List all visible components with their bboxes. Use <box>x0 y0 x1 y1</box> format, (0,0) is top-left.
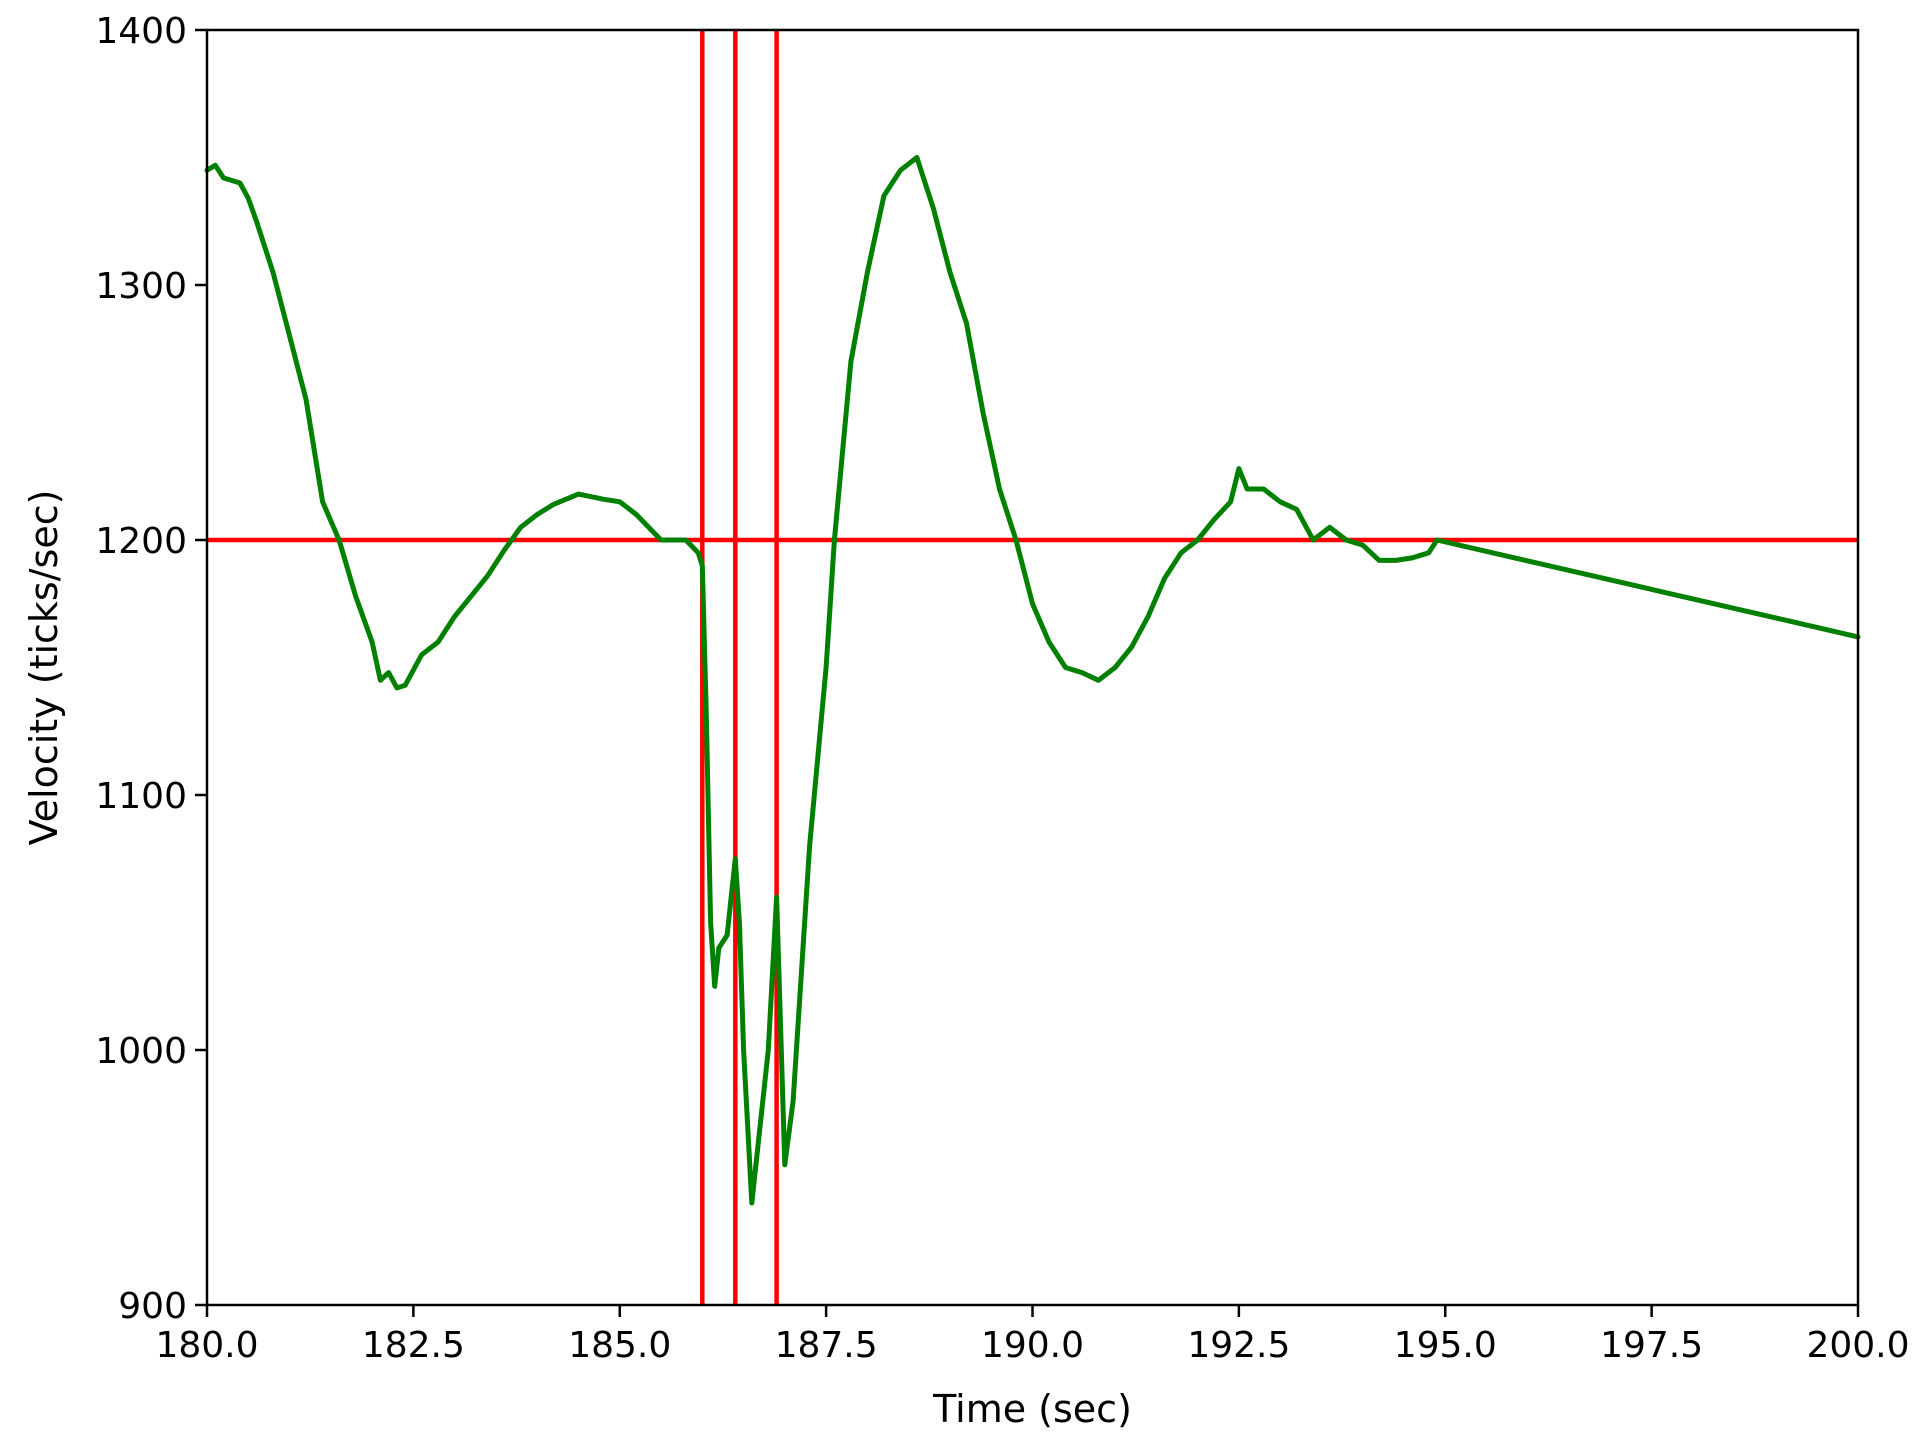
x-tick-label: 197.5 <box>1600 1325 1703 1366</box>
y-tick-label: 1100 <box>95 776 187 817</box>
x-tick-label: 185.0 <box>568 1325 671 1366</box>
x-tick-label: 190.0 <box>981 1325 1084 1366</box>
y-tick-label: 1200 <box>95 521 187 562</box>
x-tick-label: 200.0 <box>1806 1325 1909 1366</box>
x-tick-label: 195.0 <box>1394 1325 1497 1366</box>
x-tick-label: 182.5 <box>362 1325 465 1366</box>
y-tick-label: 1000 <box>95 1031 187 1072</box>
y-axis: 900 1000 1100 1200 1300 1400 <box>95 11 207 1327</box>
x-axis-title: Time (sec) <box>932 1387 1132 1431</box>
plot-area <box>204 30 1861 1305</box>
y-tick-label: 900 <box>118 1286 187 1327</box>
x-tick-label: 192.5 <box>1187 1325 1290 1366</box>
y-axis-title: Velocity (ticks/sec) <box>22 490 66 846</box>
y-tick-label: 1300 <box>95 266 187 307</box>
x-tick-label: 187.5 <box>775 1325 878 1366</box>
x-tick-label: 180.0 <box>155 1325 258 1366</box>
y-tick-label: 1400 <box>95 11 187 52</box>
series-line-0 <box>204 155 1861 1206</box>
x-axis: 180.0 182.5 185.0 187.5 190.0 192.5 195.0 197.5… <box>155 1305 1910 1366</box>
